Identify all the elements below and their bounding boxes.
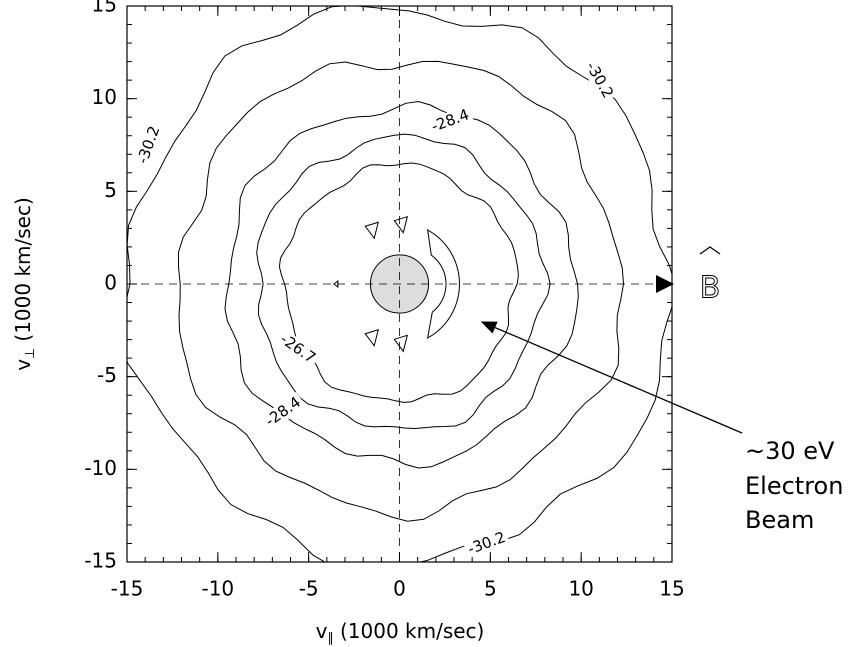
x-tick-label: 10 (568, 577, 593, 601)
y-tick-label: -10 (84, 456, 117, 480)
contour-label: -30.2 (582, 59, 617, 102)
label-bg (274, 328, 321, 369)
y-tick-label: 5 (104, 178, 117, 202)
field-arrow (656, 275, 674, 293)
x-tick-label: 15 (659, 577, 684, 601)
contour-line (177, 60, 625, 522)
plot-area: -26.7-28.4-28.4-30.2-30.2-30.2-15 -10 -5 0 5… (84, 0, 684, 601)
field-hat (699, 246, 721, 255)
annotation: Electron (745, 472, 843, 500)
y-tick-label: 0 (104, 271, 117, 295)
small-contour (393, 334, 409, 353)
x-axis-label: v∥ (1000 km/sec) (316, 619, 485, 646)
contour-label: -30.2 (133, 124, 163, 167)
x-tick-label: 5 (484, 577, 497, 601)
x-tick-label: -5 (299, 577, 319, 601)
contour-line (256, 133, 551, 430)
contour-label: -30.2 (465, 528, 508, 558)
x-tick-label: -10 (201, 577, 234, 601)
beam-contour (426, 229, 460, 339)
x-tick-label: 0 (393, 577, 406, 601)
label-bg (462, 527, 511, 560)
small-contour (364, 221, 379, 240)
small-contour (364, 329, 379, 347)
label-bg (426, 104, 475, 137)
annotation-arrow (480, 321, 743, 434)
label-bg (260, 391, 307, 432)
y-axis-label: v⊥(1000 km/sec) (11, 197, 38, 371)
label-bg (580, 56, 619, 104)
y-tick-label: -5 (97, 363, 117, 387)
annotation: ~30 eV (745, 437, 835, 465)
y-tick-label: -15 (84, 549, 117, 573)
label-bg (132, 121, 165, 169)
contour-label: -28.4 (429, 105, 472, 135)
small-contour (393, 215, 409, 234)
y-tick-label: 10 (92, 85, 117, 109)
y-tick-label: 15 (92, 0, 117, 17)
field-symbol: B (700, 271, 721, 306)
x-tick-label: -15 (111, 577, 144, 601)
annotation: Beam (745, 506, 814, 534)
